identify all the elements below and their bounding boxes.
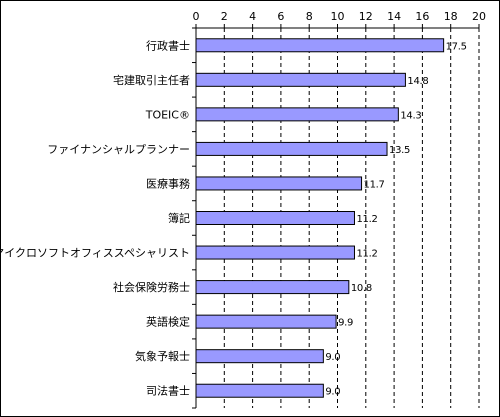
category-label: 行政書士 [146, 38, 190, 52]
data-label: 14.3 [400, 110, 421, 121]
data-label: 13.5 [389, 145, 410, 156]
bar [195, 314, 337, 329]
data-label: 14.8 [407, 76, 428, 87]
data-label: 11.7 [364, 179, 385, 190]
category-label: TOEIC® [145, 108, 190, 121]
bar [195, 107, 399, 122]
bar [195, 280, 350, 295]
data-label: 11.2 [356, 214, 377, 225]
data-label: 9.9 [338, 318, 353, 329]
category-label: 英語検定 [146, 315, 190, 329]
bar [195, 72, 406, 87]
bar [195, 349, 324, 364]
category-label: 社会保険労務士 [113, 280, 190, 294]
x-tick-label: 6 [277, 10, 284, 23]
data-labels: 17.5 14.8 14.3 13.5 11.7 11.2 11.2 10.8 9.9 9.0 9.… [325, 41, 467, 398]
bar [195, 38, 445, 53]
bar [195, 141, 388, 156]
x-tick-label: 4 [249, 10, 256, 23]
data-label: 9.0 [325, 352, 340, 363]
category-label: 宅建取引主任者 [113, 73, 190, 87]
data-label: 17.5 [446, 41, 467, 52]
bars [195, 38, 445, 398]
bar [195, 383, 324, 398]
x-tick-label: 20 [472, 10, 486, 23]
category-label: 気象予報士 [135, 349, 190, 363]
data-label: 9.0 [325, 387, 340, 398]
x-tick-label: 16 [415, 10, 429, 23]
category-label: 簿記 [168, 211, 190, 225]
data-label: 11.2 [356, 249, 377, 260]
x-tick-label: 12 [359, 10, 373, 23]
category-label: 司法書士 [146, 384, 190, 398]
x-tick-label: 2 [221, 10, 228, 23]
bar [195, 245, 355, 260]
x-tick-labels: 0 2 4 6 8 10 12 14 16 18 20 [193, 10, 487, 23]
grid-lines [223, 28, 480, 408]
x-tick-label: 10 [331, 10, 345, 23]
data-label: 10.8 [351, 283, 372, 294]
x-tick-label: 14 [387, 10, 401, 23]
x-tick-label: 0 [193, 10, 200, 23]
x-tick-label: 8 [306, 10, 313, 23]
category-label: ファイナンシャルプランナー [47, 143, 190, 156]
category-label: 医療事務 [146, 176, 190, 190]
category-label: マイクロソフトオフィススペシャリスト [0, 247, 190, 260]
x-tick-label: 18 [444, 10, 458, 23]
bar [195, 211, 355, 225]
bar [195, 176, 363, 191]
